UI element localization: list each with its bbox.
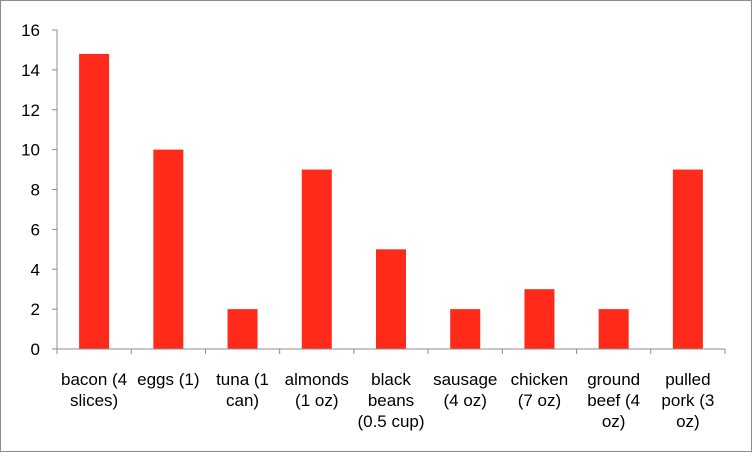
bars <box>79 53 703 350</box>
x-tick-label: pulled pork (3 oz) <box>661 370 714 431</box>
y-tick-label: 14 <box>21 61 40 80</box>
x-tick-label-line: (0.5 cup) <box>357 412 424 431</box>
x-tick-label-line: pulled <box>665 370 710 389</box>
x-tick-label-line: pork (3 <box>661 391 714 410</box>
x-tick-label-line: tuna (1 <box>216 370 269 389</box>
bar <box>376 249 406 349</box>
x-tick-label-line: chicken <box>511 370 569 389</box>
x-tick-label-line: beef (4 <box>587 391 640 410</box>
y-tick-label: 12 <box>21 101 40 120</box>
x-tick-label-line: black <box>371 370 411 389</box>
y-tick-label: 6 <box>31 220 40 239</box>
x-tick-label: bacon (4 slices) <box>61 370 127 410</box>
x-tick-label-line: bacon (4 <box>61 370 127 389</box>
y-axis: 0 2 4 6 8 10 12 14 16 <box>21 21 58 359</box>
y-tick-label: 0 <box>31 340 40 359</box>
y-tick-label: 10 <box>21 141 40 160</box>
x-tick-label-line: eggs (1) <box>137 370 199 389</box>
bar <box>301 169 332 349</box>
x-tick-label: eggs (1) <box>137 370 199 389</box>
x-tick-label-line: oz) <box>676 412 700 431</box>
bar <box>524 289 555 349</box>
y-tick-label: 4 <box>31 260 40 279</box>
x-tick-label-line: ground <box>587 370 640 389</box>
y-tick-label: 16 <box>21 21 40 40</box>
y-tick-label: 8 <box>31 181 40 200</box>
x-tick-label: almonds (1 oz) <box>285 370 349 410</box>
x-tick-label-line: (7 oz) <box>518 391 561 410</box>
bar <box>598 309 629 349</box>
x-tick-label-line: slices) <box>70 391 118 410</box>
x-tick-label-line: almonds <box>285 370 349 389</box>
x-tick-label-line: oz) <box>602 412 626 431</box>
bar <box>672 169 703 349</box>
x-tick-label-line: (1 oz) <box>295 391 338 410</box>
bar <box>79 53 110 350</box>
bar <box>450 309 481 349</box>
x-tick-label-line: (4 oz) <box>443 391 486 410</box>
bar <box>227 309 258 349</box>
x-tick-label: tuna (1 can) <box>216 370 269 410</box>
x-tick-label: black beans (0.5 cup) <box>357 370 424 431</box>
bar <box>153 149 184 349</box>
x-tick-label: ground beef (4 oz) <box>587 370 640 431</box>
x-tick-label-line: sausage <box>433 370 497 389</box>
x-tick-label: sausage (4 oz) <box>433 370 497 410</box>
x-axis: bacon (4 slices) eggs (1) tuna (1 can) almond… <box>56 348 726 431</box>
x-tick-label: chicken (7 oz) <box>511 370 569 410</box>
y-tick-label: 2 <box>31 300 40 319</box>
x-tick-label-line: can) <box>226 391 259 410</box>
x-tick-label-line: beans <box>368 391 414 410</box>
